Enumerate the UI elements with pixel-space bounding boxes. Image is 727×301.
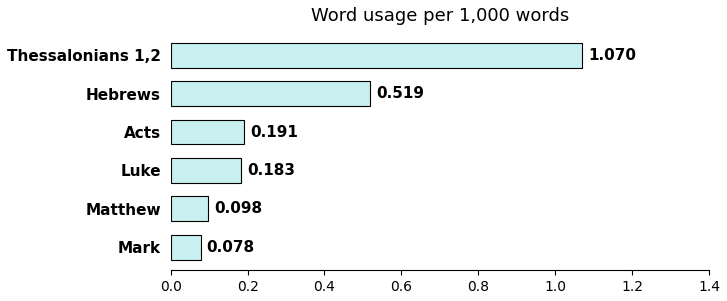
Text: 0.191: 0.191 bbox=[250, 125, 298, 140]
Bar bbox=[171, 196, 209, 221]
Bar bbox=[171, 119, 244, 144]
Text: 0.519: 0.519 bbox=[376, 86, 424, 101]
Text: 0.098: 0.098 bbox=[214, 201, 262, 216]
Bar bbox=[171, 234, 201, 259]
Text: 0.183: 0.183 bbox=[246, 163, 295, 178]
Bar bbox=[171, 158, 241, 183]
Bar bbox=[171, 43, 582, 68]
Text: 0.078: 0.078 bbox=[206, 240, 254, 255]
Title: Word usage per 1,000 words: Word usage per 1,000 words bbox=[310, 7, 569, 25]
Bar bbox=[171, 81, 370, 106]
Text: 1.070: 1.070 bbox=[588, 48, 636, 63]
